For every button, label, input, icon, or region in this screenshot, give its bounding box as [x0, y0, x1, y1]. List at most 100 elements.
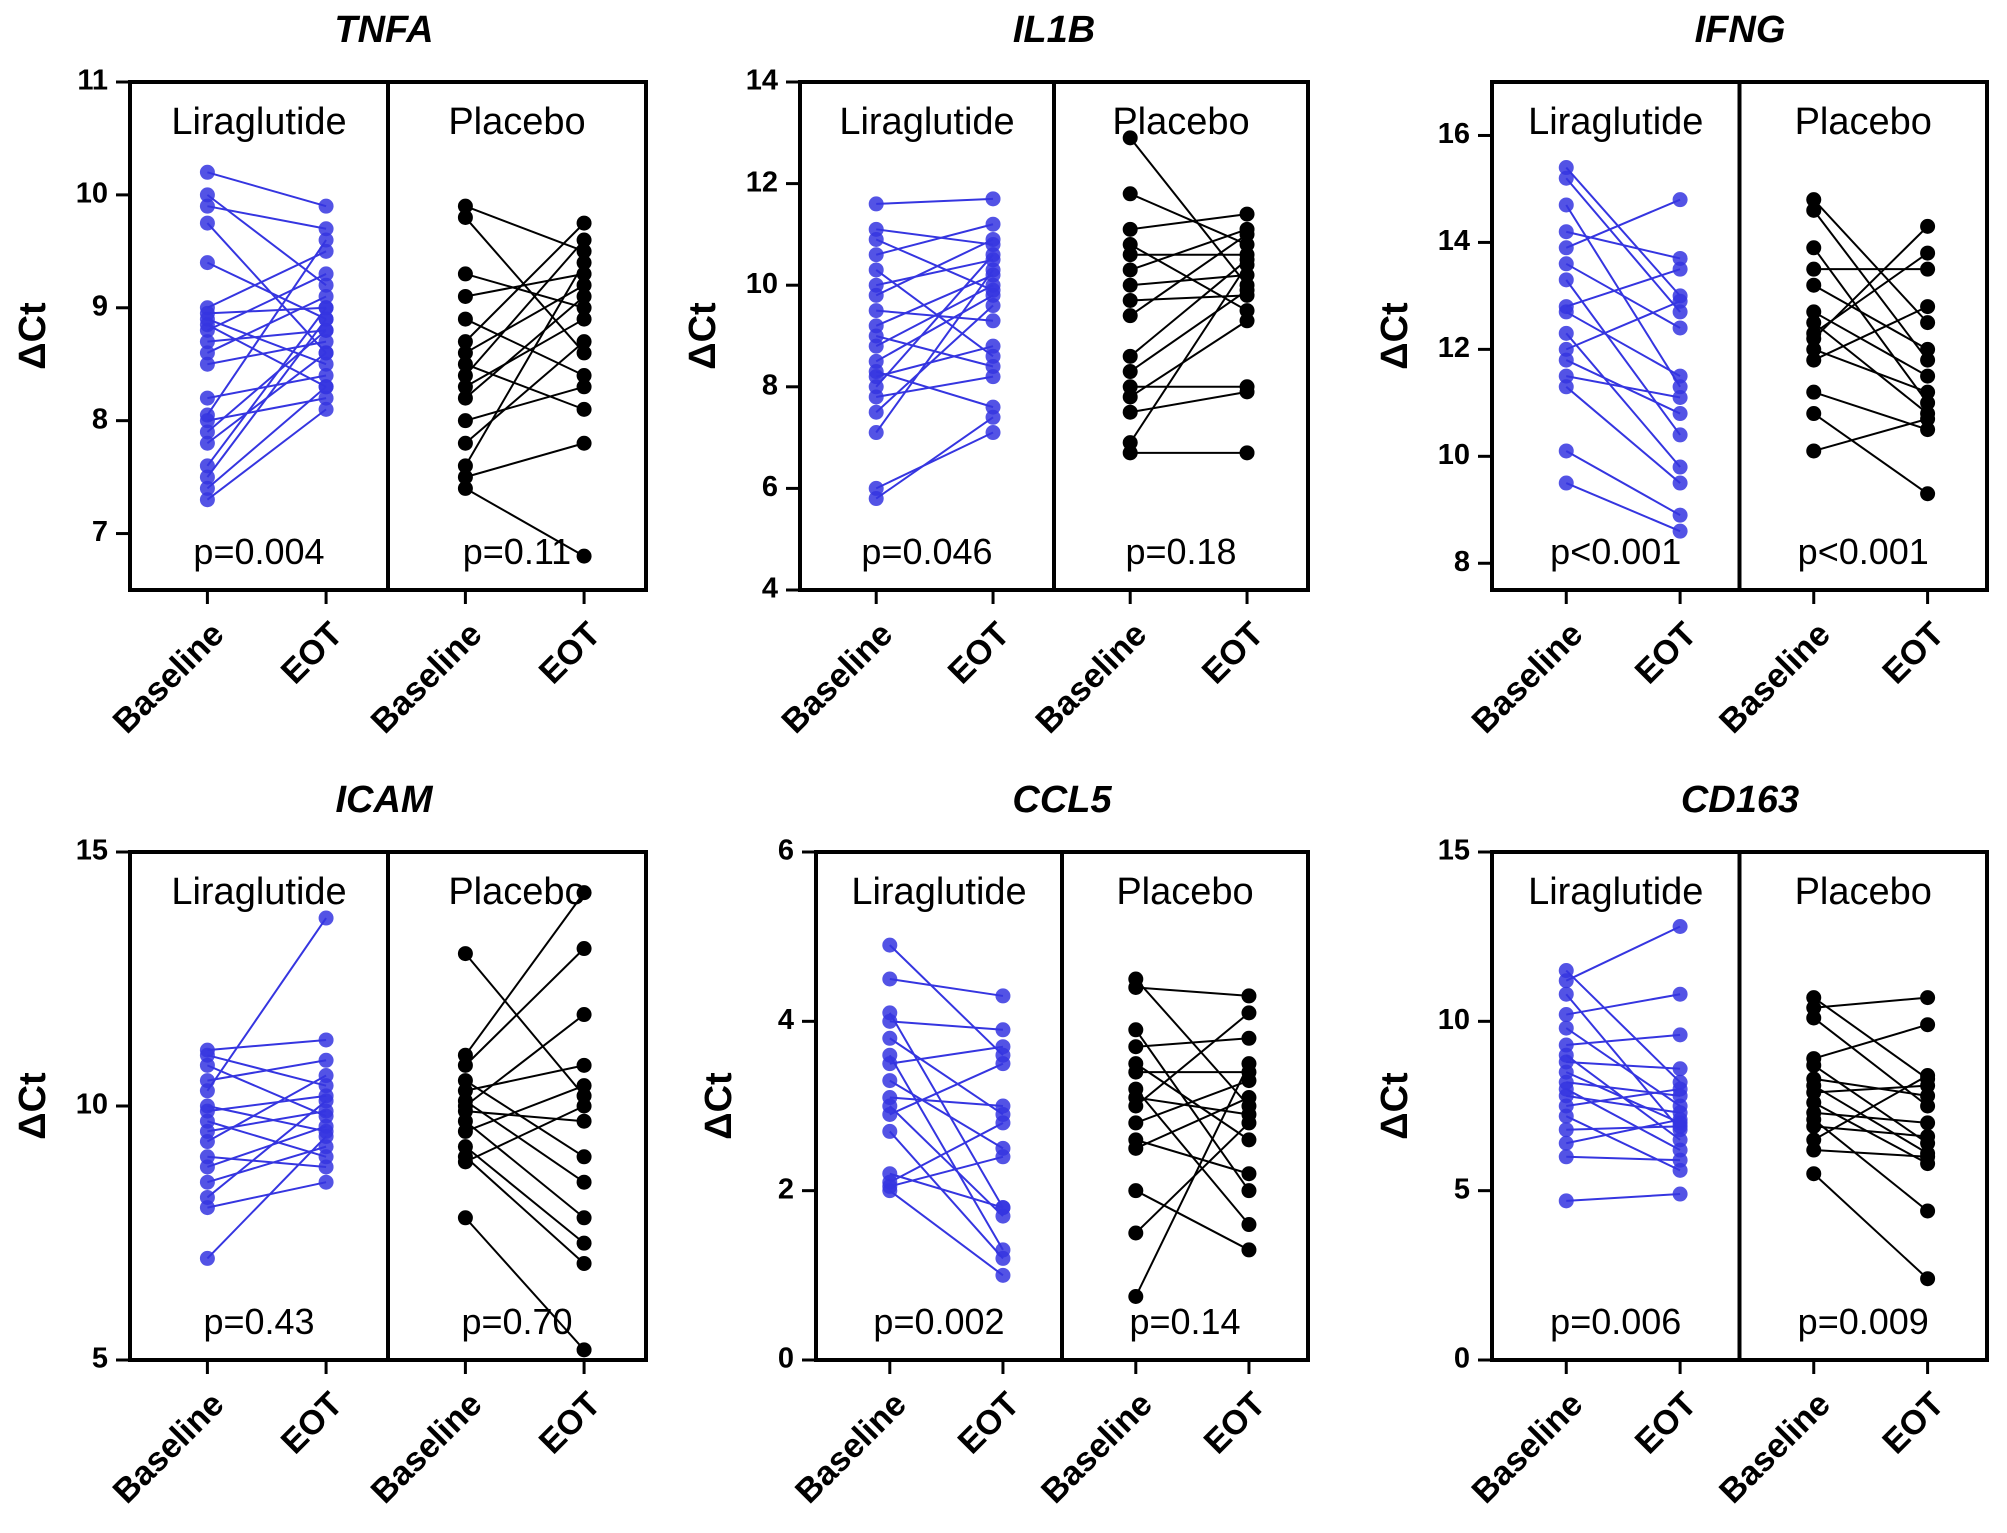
eot-point — [985, 369, 1001, 385]
y-tick-label: 10 — [1438, 439, 1470, 471]
pair-line — [207, 205, 327, 230]
pair-line — [1135, 1096, 1250, 1116]
eot-point — [576, 548, 592, 564]
pair-line — [207, 1125, 327, 1168]
baseline-point — [1806, 384, 1822, 400]
eot-point — [1672, 427, 1688, 443]
pair-line — [889, 1172, 1004, 1209]
group-label: Liraglutide — [851, 871, 1026, 913]
baseline-point — [457, 266, 473, 282]
baseline-point — [457, 1123, 473, 1139]
y-tick-label: 0 — [778, 1343, 794, 1375]
pair-line — [1565, 332, 1681, 468]
y-tick-label: 8 — [762, 369, 778, 401]
eot-point — [1920, 245, 1936, 261]
baseline-point — [1806, 1057, 1822, 1073]
eot-point — [576, 288, 592, 304]
pair-line — [1813, 1172, 1929, 1280]
eot-point — [1672, 507, 1688, 523]
baseline-point — [1128, 1140, 1144, 1156]
baseline-point — [457, 458, 473, 474]
pair-line — [889, 1122, 1004, 1184]
baseline-point — [1122, 348, 1138, 364]
pair-line — [464, 1100, 585, 1184]
pair-line — [206, 307, 327, 467]
eot-point — [1672, 304, 1688, 320]
pair-line — [1813, 348, 1928, 394]
pair-line — [206, 323, 327, 388]
baseline-point — [1122, 221, 1138, 237]
baseline-point — [1128, 1064, 1144, 1080]
eot-point — [1241, 1030, 1257, 1046]
baseline-point — [199, 458, 215, 474]
eot-point — [1672, 523, 1688, 539]
eot-point — [1920, 1149, 1936, 1165]
y-tick-label: 6 — [778, 835, 794, 867]
pair-line — [206, 917, 327, 1092]
pair-line — [206, 318, 327, 478]
pair-line — [1565, 925, 1681, 982]
pair-line — [1566, 1125, 1681, 1131]
baseline-point — [457, 390, 473, 406]
eot-point — [318, 311, 334, 327]
baseline-point — [868, 389, 884, 405]
baseline-point — [199, 255, 215, 271]
y-axis-label: ΔCt — [682, 302, 724, 370]
x-tick-label: Baseline — [1712, 615, 1838, 741]
baseline-point — [1558, 170, 1574, 186]
eot-point — [318, 1159, 334, 1175]
pair-line — [1565, 386, 1681, 484]
baseline-point — [199, 492, 215, 508]
y-tick-label: 12 — [746, 166, 778, 198]
eot-point — [1920, 341, 1936, 357]
eot-point — [576, 1235, 592, 1251]
pair-line — [1813, 996, 1929, 1080]
eot-point — [1920, 422, 1936, 438]
baseline-point — [1558, 341, 1574, 357]
group-label: Liraglutide — [1528, 101, 1703, 143]
eot-point — [576, 345, 592, 361]
eot-point — [576, 215, 592, 231]
pair-line — [464, 340, 585, 445]
pair-line — [207, 1064, 327, 1118]
pair-line — [207, 1059, 327, 1082]
eot-point — [1672, 1152, 1688, 1168]
eot-point — [1239, 384, 1255, 400]
eot-point — [1672, 1112, 1688, 1128]
pair-line — [207, 1181, 327, 1209]
baseline-point — [1558, 475, 1574, 491]
eot-point — [1920, 218, 1936, 234]
y-tick-label: 9 — [92, 290, 108, 322]
pair-line — [206, 273, 327, 332]
eot-point — [985, 338, 1001, 354]
eot-point — [1672, 250, 1688, 266]
eot-point — [318, 345, 334, 361]
eot-point — [576, 311, 592, 327]
eot-point — [576, 1255, 592, 1271]
group-label: Placebo — [448, 871, 585, 913]
pair-line — [464, 262, 585, 467]
pair-line — [1129, 259, 1248, 358]
pair-line — [875, 345, 994, 378]
pair-line — [1129, 233, 1248, 317]
baseline-point — [1806, 277, 1822, 293]
x-tick-label: EOT — [941, 615, 1017, 691]
pair-line — [464, 222, 585, 343]
pair-line — [1566, 230, 1681, 260]
pair-line — [876, 375, 994, 398]
eot-point — [1920, 411, 1936, 427]
baseline-point — [1558, 352, 1574, 368]
pair-line — [889, 1020, 1004, 1031]
pair-line — [207, 1105, 327, 1133]
p-value: p=0.70 — [461, 1301, 572, 1342]
pair-line — [875, 304, 994, 413]
eot-point — [576, 1113, 592, 1129]
baseline-point — [1806, 315, 1822, 331]
baseline-point — [1806, 240, 1822, 256]
pair-line — [875, 269, 994, 358]
pair-line — [464, 892, 585, 1056]
baseline-point — [1558, 160, 1574, 176]
pair-line — [1135, 1079, 1250, 1124]
